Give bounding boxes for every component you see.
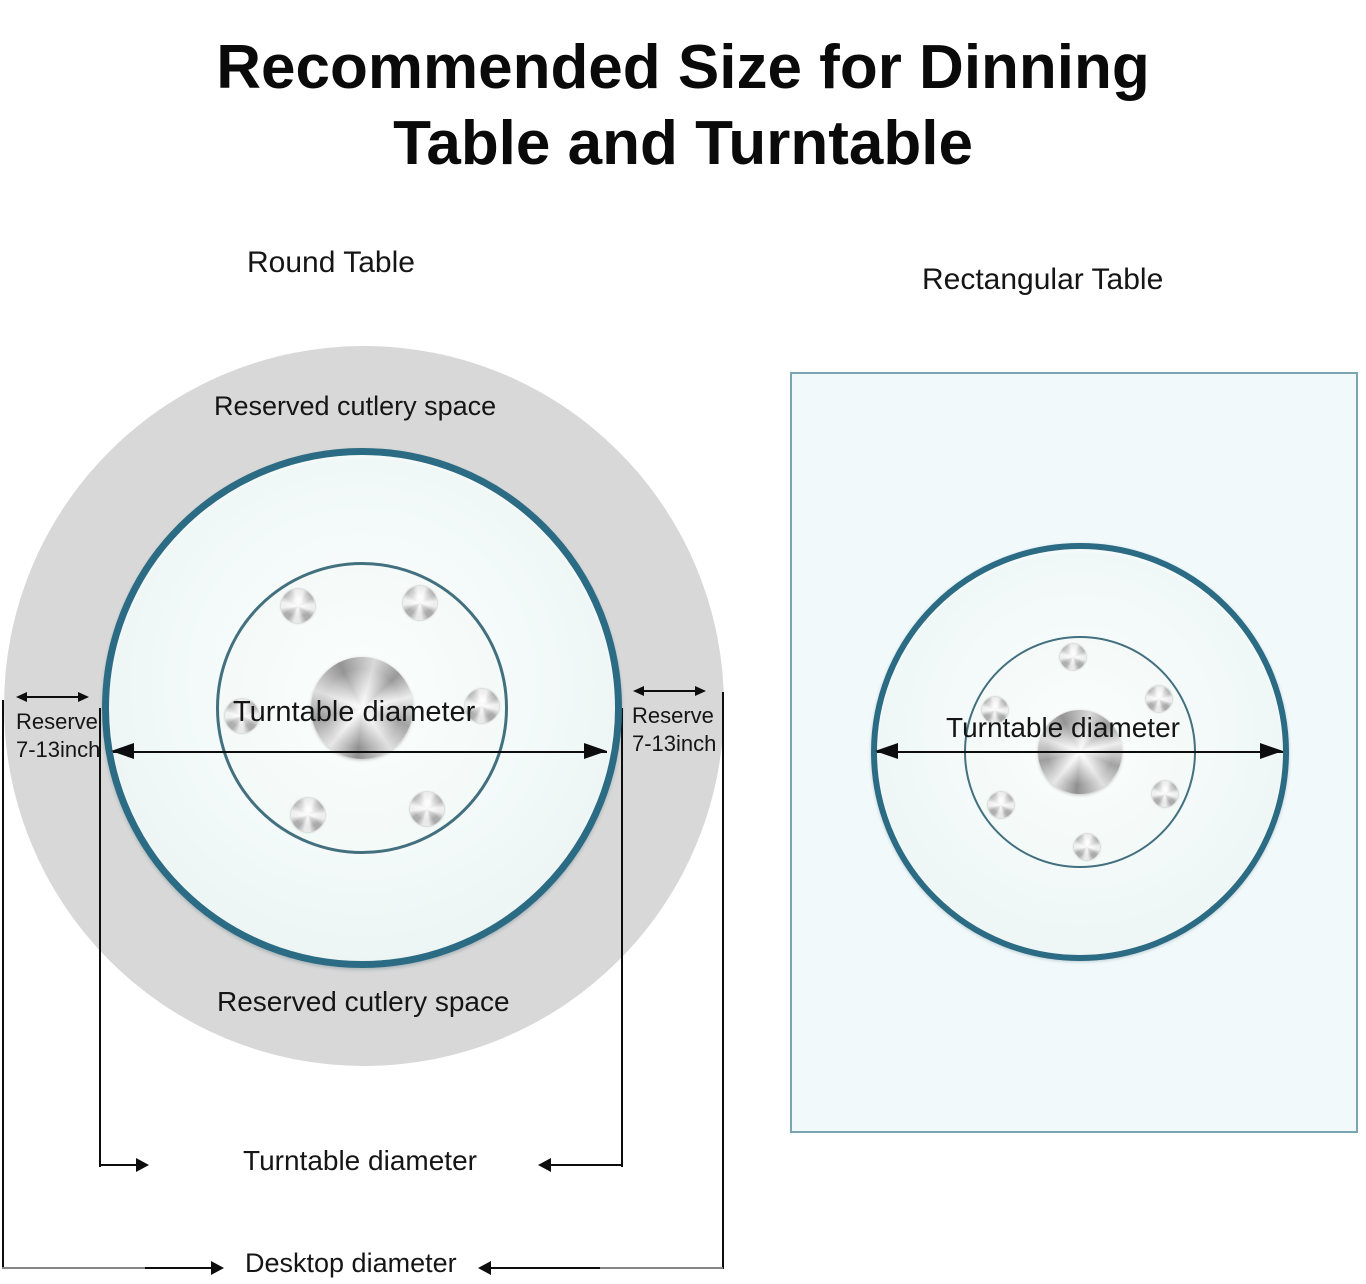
title-line2: Table and Turntable — [393, 108, 973, 178]
turntable-dim-extension-right — [621, 708, 623, 1167]
screw-icon — [982, 697, 1008, 723]
desktop-dim-extension-left — [2, 700, 4, 1269]
reserve-right-line2: 7-13inch — [632, 731, 717, 756]
reserve-right-line1: Reserve — [632, 703, 714, 728]
arrow-head-left-icon — [875, 743, 898, 759]
dim-line-left — [100, 1164, 138, 1166]
dim-line-right — [550, 1164, 623, 1166]
arrow-head-left-icon — [633, 686, 644, 696]
arrow-head-right-icon — [211, 1261, 224, 1275]
screw-icon — [291, 798, 325, 832]
screw-icon — [1152, 781, 1178, 807]
desktop-dim-extension-right — [722, 692, 724, 1269]
arrow-head-left-icon — [538, 1158, 551, 1172]
arrow-line — [24, 696, 81, 698]
rectangular-table-label: Rectangular Table — [922, 263, 1164, 296]
screw-icon — [1060, 644, 1086, 670]
dim-line-left-gray — [2, 1267, 146, 1269]
screw-icon — [281, 589, 315, 623]
page-title: Recommended Size for Dinning Table and T… — [0, 30, 1366, 182]
dim-line-right — [491, 1267, 601, 1269]
arrow-head-left-icon — [111, 743, 134, 759]
reserve-right-label: Reserve 7-13inch — [632, 702, 716, 758]
screw-icon — [1146, 686, 1172, 712]
screw-icon — [1074, 834, 1100, 860]
arrow-line — [641, 690, 698, 692]
arrow-head-right-icon — [136, 1158, 149, 1172]
reserve-left-label: Reserve 7-13inch — [16, 708, 100, 764]
round-table-label: Round Table — [247, 246, 415, 279]
reserve-left-line2: 7-13inch — [16, 737, 101, 762]
arrow-head-left-icon — [16, 692, 27, 702]
reserved-cutlery-bottom-label: Reserved cutlery space — [217, 986, 510, 1017]
screw-icon — [225, 699, 259, 733]
arrow-line — [877, 751, 1283, 753]
arrow-head-right-icon — [695, 686, 706, 696]
arrow-line — [113, 751, 607, 753]
reserved-cutlery-top-label: Reserved cutlery space — [214, 391, 497, 421]
screw-icon — [988, 792, 1014, 818]
dim-line-right-gray — [600, 1267, 723, 1269]
bearing-hub-icon — [311, 657, 413, 759]
title-line1: Recommended Size for Dinning — [216, 32, 1150, 102]
dim-line-left — [145, 1267, 212, 1269]
round-turntable-diameter-label: Turntable diameter — [233, 696, 476, 728]
arrow-head-left-icon — [478, 1261, 491, 1275]
arrow-head-right-icon — [78, 692, 89, 702]
desktop-diameter-legend-label: Desktop diameter — [245, 1248, 457, 1278]
screw-icon — [403, 586, 437, 620]
screw-icon — [465, 689, 499, 723]
turntable-diameter-legend-label: Turntable diameter — [243, 1145, 477, 1176]
screw-icon — [410, 792, 444, 826]
arrow-head-right-icon — [1260, 743, 1283, 759]
turntable-dim-extension-left — [99, 708, 101, 1167]
rect-turntable-diameter-label: Turntable diameter — [946, 712, 1180, 743]
reserve-left-line1: Reserve — [16, 709, 98, 734]
arrow-head-right-icon — [584, 743, 607, 759]
